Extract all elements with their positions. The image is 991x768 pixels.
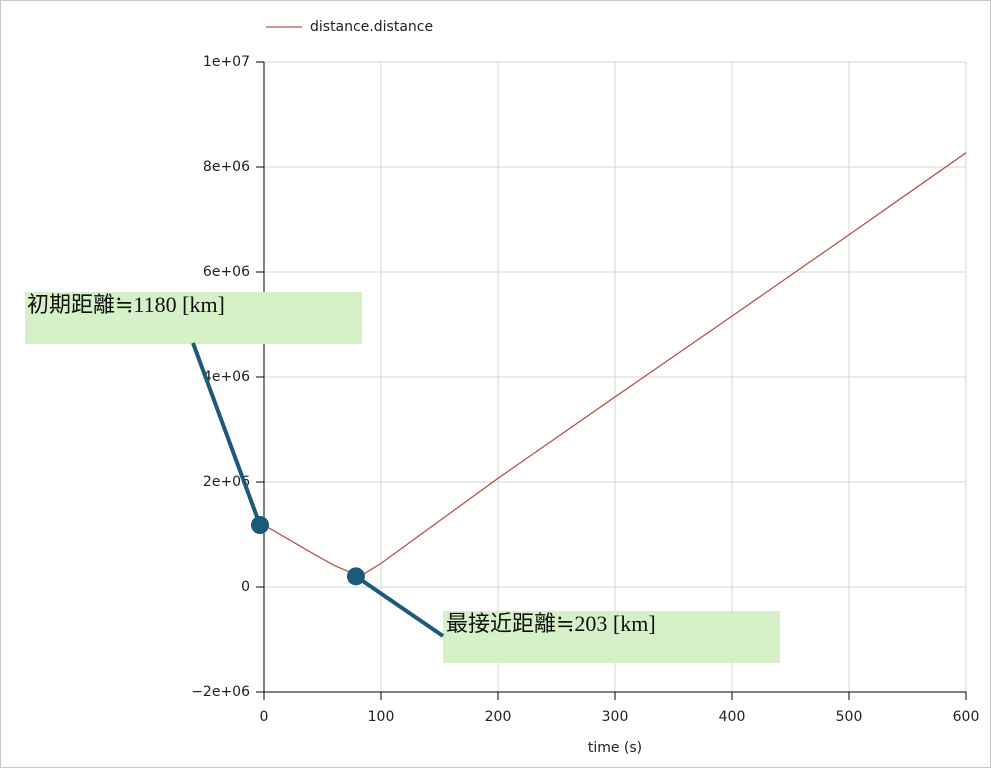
- data-line: [263, 152, 967, 578]
- callout-box: [443, 611, 780, 663]
- annotation-text: 最接近距離≒203 [km]: [446, 611, 656, 636]
- x-tick-label: 500: [836, 709, 863, 725]
- callout-line: [191, 342, 262, 526]
- annotation-point: [346, 567, 365, 586]
- y-tick-label: 2e+06: [203, 474, 250, 490]
- callout-line: [354, 574, 445, 638]
- y-tick-label: 6e+06: [203, 264, 250, 280]
- x-tick-label: 400: [719, 709, 746, 725]
- y-tick-label: 8e+06: [203, 159, 250, 175]
- x-tick-label: 600: [953, 709, 980, 725]
- callout-box: [25, 292, 362, 344]
- x-tick-label: 200: [485, 709, 512, 725]
- plot: [263, 152, 967, 578]
- y-tick-label: 0: [241, 579, 250, 595]
- x-axis-label: time (s): [588, 740, 642, 756]
- y-tick-label: 4e+06: [203, 369, 250, 385]
- x-tick-label: 300: [602, 709, 629, 725]
- annotation-point: [251, 516, 269, 535]
- annotation-text: 初期距離≒1180 [km]: [27, 292, 225, 317]
- y-tick-label: 1e+07: [203, 54, 250, 70]
- x-tick-label: 0: [260, 709, 269, 725]
- x-tick-label: 100: [368, 709, 395, 725]
- legend-label: distance.distance: [310, 19, 433, 35]
- y-tick-label: −2e+06: [191, 684, 250, 700]
